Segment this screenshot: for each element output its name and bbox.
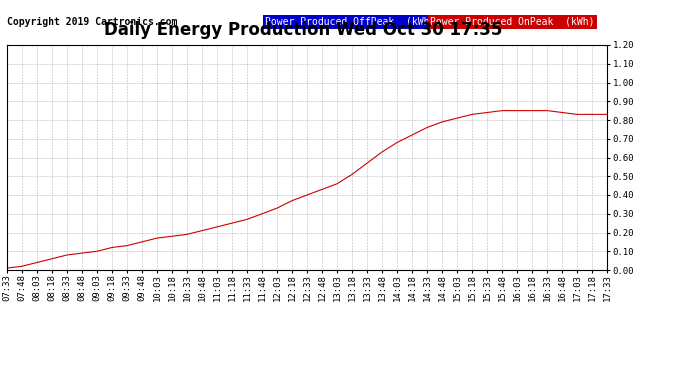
Text: Daily Energy Production Wed Oct 30 17:35: Daily Energy Production Wed Oct 30 17:35 (104, 21, 503, 39)
Text: Power Produced OffPeak  (kWh): Power Produced OffPeak (kWh) (265, 17, 435, 27)
Text: Power Produced OnPeak  (kWh): Power Produced OnPeak (kWh) (430, 17, 595, 27)
Text: Copyright 2019 Cartronics.com: Copyright 2019 Cartronics.com (7, 17, 177, 27)
